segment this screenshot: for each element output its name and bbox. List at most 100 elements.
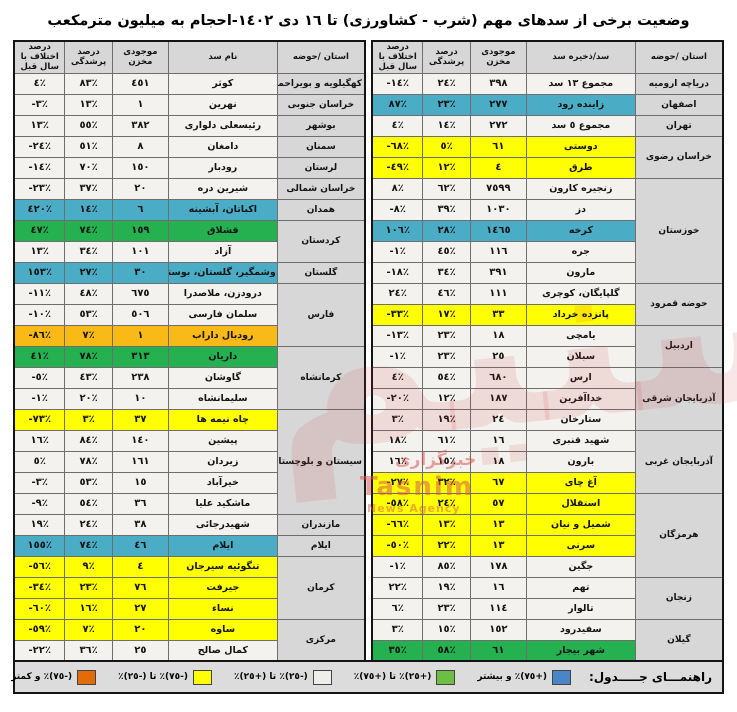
province-cell: آذربایجان شرقی bbox=[634, 366, 724, 431]
storage-cell: ٢٣٨ bbox=[111, 366, 169, 389]
fill-cell: ٧٠٪ bbox=[64, 156, 113, 179]
storage-cell: ٦١ bbox=[469, 135, 527, 158]
table-row: ایلام ایلام ٤٦ ٧٤٪ ١٥٥٪ bbox=[13, 534, 366, 557]
dam-cell: شهید قنبری bbox=[525, 429, 636, 452]
fill-cell: ٢٤٪ bbox=[422, 492, 471, 515]
dam-cell: آزاد bbox=[167, 240, 278, 263]
fill-cell: ٥٥٪ bbox=[64, 114, 113, 137]
diff-cell: -٢٢٪ bbox=[13, 639, 66, 663]
dam-cell: دوستی bbox=[525, 135, 636, 158]
diff-cell: -٦٨٪ bbox=[371, 135, 424, 158]
province-cell: بوشهر bbox=[276, 114, 366, 137]
province-cell: مازندران bbox=[276, 513, 366, 536]
table-row: فارس درودزن، ملاصدرا ٦٧٥ ٤٨٪ -١١٪ bbox=[13, 282, 366, 347]
diff-cell: -١١٪ bbox=[13, 282, 66, 305]
column-header: استان /حوضه bbox=[276, 40, 366, 74]
table-row: خداآفرین ١٨٧ ١٢٪ -٢٠٪ bbox=[371, 387, 723, 410]
dam-cell: زاینده رود bbox=[525, 93, 636, 116]
storage-cell: ٢٤ bbox=[469, 408, 527, 431]
dam-cell: زنجیره کارون bbox=[525, 177, 636, 200]
diff-cell: ٦٪ bbox=[371, 597, 424, 620]
fill-cell: ١٦٪ bbox=[64, 597, 113, 620]
province-cell: تهران bbox=[634, 114, 724, 137]
legend-bar: راهنمـــای جـــــدول: (+٧٥)٪ و بیشتر (+٢٥… bbox=[11, 660, 724, 694]
dam-cell: آغ چای bbox=[525, 471, 636, 494]
fill-cell: ٤٣٪ bbox=[64, 366, 113, 389]
table-row: بوشهر رئیسعلی دلواری ٣٨٢ ٥٥٪ ١٣٪ bbox=[13, 114, 366, 137]
table-row: گیلان سفیدرود ١٥٢ ١٥٪ ٣٪ bbox=[371, 618, 724, 663]
fill-cell: ٧٨٪ bbox=[64, 450, 113, 473]
table-row: زنجان تهم ١٦ ١٩٪ ٢٢٪ bbox=[371, 576, 724, 620]
legend-items: (+٧٥)٪ و بیشتر (+٢٥)٪ تا (+٧٥)٪ (-٢٥)٪ تا … bbox=[11, 669, 571, 685]
diff-cell: -٣٪ bbox=[13, 93, 66, 116]
diff-cell: ٣٪ bbox=[371, 618, 424, 641]
dam-cell: سلمان فارسی bbox=[167, 303, 278, 326]
legend-label: (-٢٥)٪ تا (+٢٥)٪ bbox=[234, 672, 308, 682]
fill-cell: ٧٨٪ bbox=[64, 345, 113, 368]
fill-cell: ٢٣٪ bbox=[422, 597, 471, 620]
diff-cell: -٥٨٪ bbox=[371, 492, 424, 515]
storage-cell: ١٠٣٠ bbox=[469, 198, 527, 221]
storage-cell: ٣٩١ bbox=[469, 261, 527, 284]
province-cell: اردبیل bbox=[634, 324, 724, 368]
table-row: ماشکید علیا ٣٦ ٥٤٪ -٩٪ bbox=[13, 492, 365, 515]
fill-cell: ٢٢٪ bbox=[422, 534, 471, 557]
diff-cell: -٥٩٪ bbox=[13, 618, 66, 641]
dam-cell: سرنی bbox=[525, 534, 636, 557]
diff-cell: ١٥٥٪ bbox=[13, 534, 66, 557]
dam-cell: بارون bbox=[525, 450, 636, 473]
fill-cell: ٣٢٪ bbox=[422, 471, 471, 494]
fill-cell: ١٥٪ bbox=[422, 618, 471, 641]
storage-cell: ١٥ bbox=[111, 471, 169, 494]
diff-cell: ٣٪ bbox=[371, 408, 424, 431]
province-cell: گیلان bbox=[634, 618, 724, 663]
diff-cell: -٥٠٪ bbox=[371, 534, 424, 557]
fill-cell: ٢٣٪ bbox=[422, 345, 471, 368]
table-row: کهگیلویه و بویراحمد کوثر ٤٥١ ٨٣٪ ٤٪ bbox=[13, 72, 366, 95]
storage-cell: ٢٧٧ bbox=[469, 93, 527, 116]
dam-cell: ستارخان bbox=[525, 408, 636, 431]
column-header: درصد پرشدگی bbox=[422, 40, 471, 74]
dam-cell: رودبار bbox=[167, 156, 278, 179]
diff-cell: -٢٤٪ bbox=[13, 135, 66, 158]
column-header: درصد پرشدگی bbox=[64, 40, 113, 74]
diff-cell: ١٣٪ bbox=[13, 114, 66, 137]
storage-cell: ٧٦ bbox=[111, 576, 169, 599]
storage-cell: ٥٠٦ bbox=[111, 303, 169, 326]
fill-cell: ٥٣٪ bbox=[64, 471, 113, 494]
tables-container: استان /حوضه سد/ذخیره سد موجودی مخزن درصد پر… bbox=[13, 40, 724, 663]
storage-cell: ١٣ bbox=[469, 513, 527, 536]
table-row: همدان اکباتان، آبشینه ٦ ١٤٪ ٤٢٠٪ bbox=[13, 198, 366, 221]
storage-cell: ١٤٠ bbox=[111, 429, 169, 452]
fill-cell: ١٤٪ bbox=[422, 114, 471, 137]
storage-cell: ٢٧ bbox=[111, 597, 169, 620]
dam-cell: ماشکید علیا bbox=[167, 492, 278, 515]
storage-cell: ٥٧ bbox=[469, 492, 527, 515]
dam-cell: پیشین bbox=[167, 429, 278, 452]
table-row: شهر بیجار ٦١ ٥٨٪ ٣٥٪ bbox=[371, 639, 723, 663]
storage-cell: ١١٦ bbox=[469, 240, 527, 263]
storage-cell: ٤٥١ bbox=[111, 72, 169, 95]
fill-cell: ٥٪ bbox=[422, 135, 471, 158]
storage-cell: ١٠ bbox=[111, 387, 169, 410]
storage-cell: ٣٨٢ bbox=[111, 114, 169, 137]
fill-cell: ١٧٪ bbox=[422, 303, 471, 326]
fill-cell: ٢٤٪ bbox=[64, 513, 113, 536]
dam-cell: خیرآباد bbox=[167, 471, 278, 494]
storage-cell: ١٨٧ bbox=[469, 387, 527, 410]
diff-cell: -٧٣٪ bbox=[13, 408, 66, 431]
dam-cell: ساوه bbox=[167, 618, 278, 641]
table-row: لرستان رودبار ١٥٠ ٧٠٪ -١٤٪ bbox=[13, 156, 366, 179]
dam-cell: سلیمانشاه bbox=[167, 387, 278, 410]
legend-label: (+٧٥)٪ و بیشتر bbox=[477, 672, 547, 682]
column-header: درصد اختلاف با سال قبل bbox=[371, 40, 424, 74]
dam-cell: تالوار bbox=[525, 597, 636, 620]
diff-cell: -٤٩٪ bbox=[371, 156, 424, 179]
storage-cell: ٣٣ bbox=[469, 303, 527, 326]
table-row: ستارخان ٢٤ ١٩٪ ٣٪ bbox=[371, 408, 723, 431]
fill-cell: ٣٤٪ bbox=[422, 261, 471, 284]
dam-cell: سفیدرود bbox=[525, 618, 636, 641]
dam-cell: مجموع ٥ سد bbox=[525, 114, 636, 137]
province-cell: کهگیلویه و بویراحمد bbox=[276, 72, 366, 95]
storage-cell: ١٧٨ bbox=[469, 555, 527, 578]
